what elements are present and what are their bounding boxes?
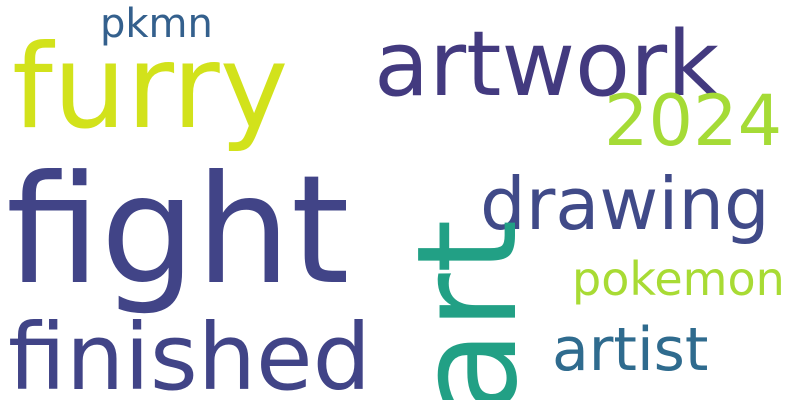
word-furry: furry (12, 20, 289, 155)
word-pkmn: pkmn (100, 1, 213, 47)
word-drawing: drawing (480, 162, 770, 246)
word-fight: fight (6, 144, 350, 318)
word-pokemon: pokemon (572, 252, 785, 306)
word-art: art (387, 219, 548, 400)
word-artwork: artwork (374, 12, 720, 117)
word-finished: finished (8, 304, 372, 400)
word-artist: artist (552, 315, 709, 385)
word-2024: 2024 (604, 80, 783, 162)
